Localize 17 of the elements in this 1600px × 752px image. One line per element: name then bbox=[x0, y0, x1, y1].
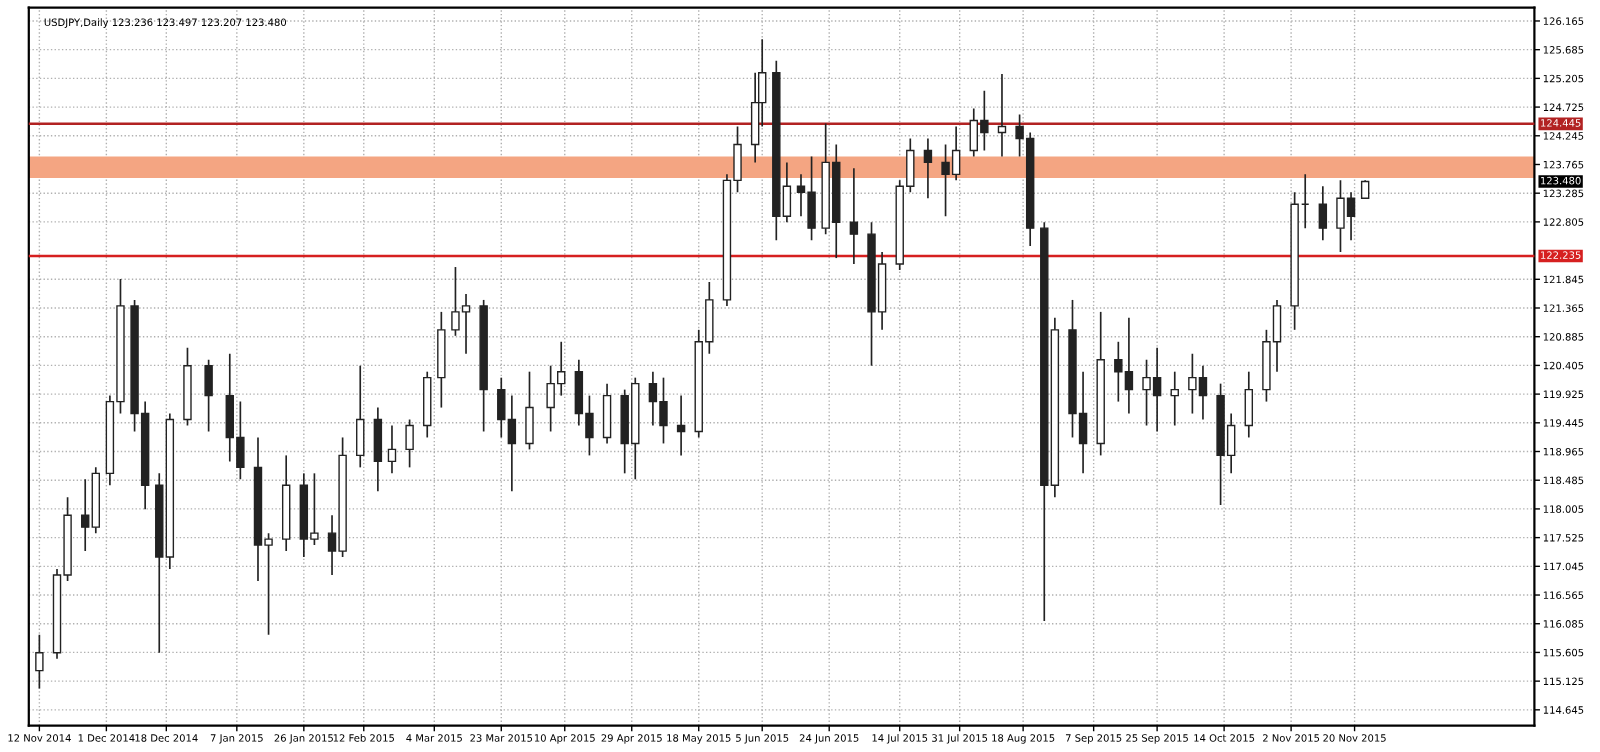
candlestick bbox=[405, 418, 414, 469]
candlestick bbox=[602, 382, 612, 445]
candlestick bbox=[849, 167, 859, 265]
candlestick bbox=[923, 137, 933, 200]
candlestick bbox=[204, 358, 213, 433]
candlestick bbox=[1170, 370, 1179, 427]
candlestick bbox=[437, 311, 446, 409]
candlestick bbox=[525, 370, 534, 451]
candlestick bbox=[373, 406, 383, 493]
candlestick bbox=[356, 364, 365, 469]
candlestick bbox=[35, 633, 44, 690]
candlestick bbox=[1244, 370, 1254, 439]
candlestick bbox=[997, 73, 1007, 158]
candlestick bbox=[423, 370, 432, 439]
candlestick bbox=[676, 394, 686, 457]
candlestick bbox=[1318, 185, 1328, 241]
candlestick bbox=[387, 424, 397, 475]
